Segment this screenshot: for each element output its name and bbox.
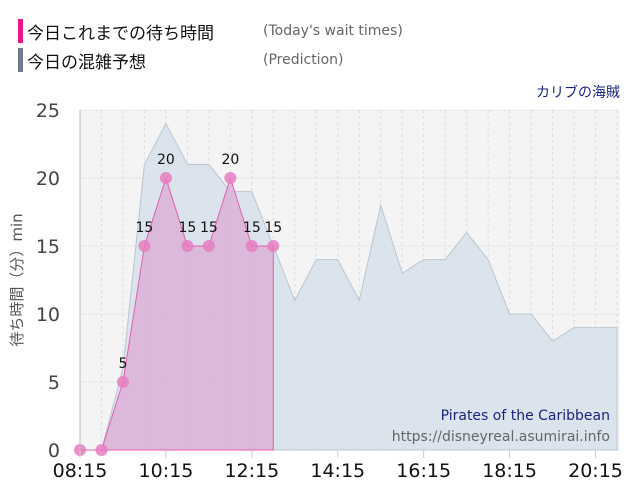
data-label: 15 <box>200 220 218 236</box>
actual-point <box>245 240 258 252</box>
legend-prediction-en: (Prediction) <box>263 52 344 68</box>
x-tick-label: 10:15 <box>139 460 194 482</box>
legend-today: 今日これまでの待ち時間 (Today's wait times) <box>18 19 403 44</box>
x-tick-label: 20:15 <box>568 460 623 482</box>
y-tick-label: 5 <box>48 372 60 394</box>
actual-point <box>267 240 280 252</box>
legend-today-jp: 今日これまでの待ち時間 <box>27 23 214 44</box>
actual-point <box>95 444 108 456</box>
actual-point <box>159 172 172 184</box>
actual-point <box>116 376 129 388</box>
x-tick-label: 18:15 <box>482 460 537 482</box>
y-tick-label: 25 <box>36 100 60 122</box>
legend-prediction-jp: 今日の混雑予想 <box>27 52 146 73</box>
data-label: 15 <box>136 220 154 236</box>
actual-point <box>181 240 194 252</box>
y-tick-label: 15 <box>36 236 60 258</box>
x-tick-label: 08:15 <box>53 460 108 482</box>
y-tick-label: 20 <box>36 168 60 190</box>
y-tick-label: 0 <box>48 440 60 462</box>
y-tick-label: 10 <box>36 304 60 326</box>
actual-point <box>138 240 151 252</box>
y-axis-label: 待ち時間（分）min <box>8 213 26 346</box>
x-tick-label: 12:15 <box>224 460 279 482</box>
data-label: 15 <box>243 220 261 236</box>
x-tick-label: 14:15 <box>310 460 365 482</box>
legend-prediction: 今日の混雑予想 (Prediction) <box>18 48 344 73</box>
data-label: 15 <box>178 220 196 236</box>
legend-swatch-prediction <box>18 48 23 72</box>
legend-swatch-today <box>18 19 23 43</box>
actual-point <box>224 172 237 184</box>
watermark-url: https://disneyreal.asumirai.info <box>392 429 610 445</box>
x-tick-label: 16:15 <box>396 460 451 482</box>
attraction-name: カリブの海賊 <box>536 85 620 101</box>
data-label: 5 <box>118 356 127 372</box>
legend-today-en: (Today's wait times) <box>263 23 403 39</box>
data-label: 15 <box>264 220 282 236</box>
data-label: 20 <box>157 152 175 168</box>
actual-point <box>202 240 215 252</box>
data-label: 20 <box>221 152 239 168</box>
watermark-name: Pirates of the Caribbean <box>441 408 610 424</box>
